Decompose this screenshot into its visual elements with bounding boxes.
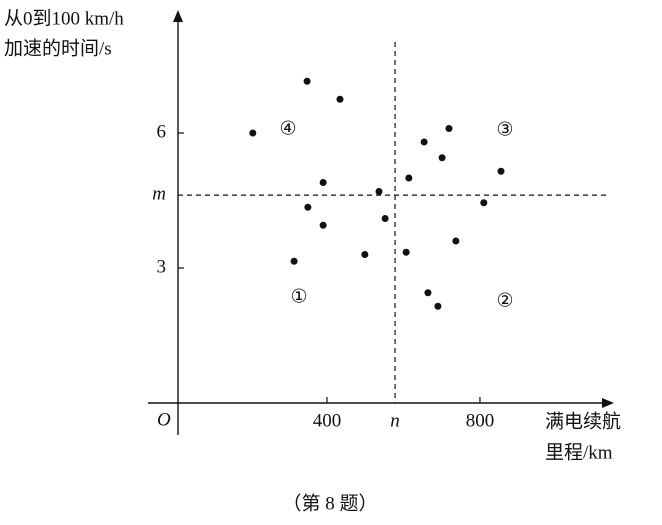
reference-label: m [152, 183, 166, 204]
point [381, 215, 389, 222]
point [497, 167, 505, 175]
x-axis-arrow [602, 398, 614, 408]
point [434, 302, 442, 310]
point [480, 199, 488, 207]
point [249, 129, 257, 137]
point [424, 289, 432, 297]
y-axis-label: 从0到100 km/h [4, 7, 124, 29]
origin-label: O [157, 409, 171, 430]
point [290, 257, 298, 265]
point [452, 237, 460, 245]
point [420, 138, 428, 146]
x-axis-label: 满电续航 [545, 410, 621, 432]
point [361, 251, 369, 258]
x-axis-label: 里程/km [545, 441, 613, 463]
x-tick-label: 800 [466, 410, 495, 431]
point [402, 248, 410, 256]
point [445, 125, 453, 132]
y-axis-arrow [173, 10, 183, 22]
point [319, 221, 327, 229]
region-label: ③ [496, 119, 513, 140]
point [375, 188, 383, 195]
point [336, 95, 344, 103]
point [438, 154, 446, 162]
region-label: ④ [279, 118, 296, 139]
region-label: ② [496, 290, 513, 311]
point [405, 174, 413, 182]
point [303, 77, 311, 85]
reference-label: n [390, 410, 400, 431]
point [319, 179, 327, 186]
region-label: ① [290, 286, 307, 307]
x-tick-label: 400 [313, 410, 342, 431]
y-tick-label: 6 [157, 121, 167, 142]
caption: （第 8 题） [282, 492, 377, 514]
point [304, 203, 312, 211]
y-tick-label: 3 [157, 256, 167, 277]
y-axis-label: 加速的时间/s [4, 37, 112, 59]
